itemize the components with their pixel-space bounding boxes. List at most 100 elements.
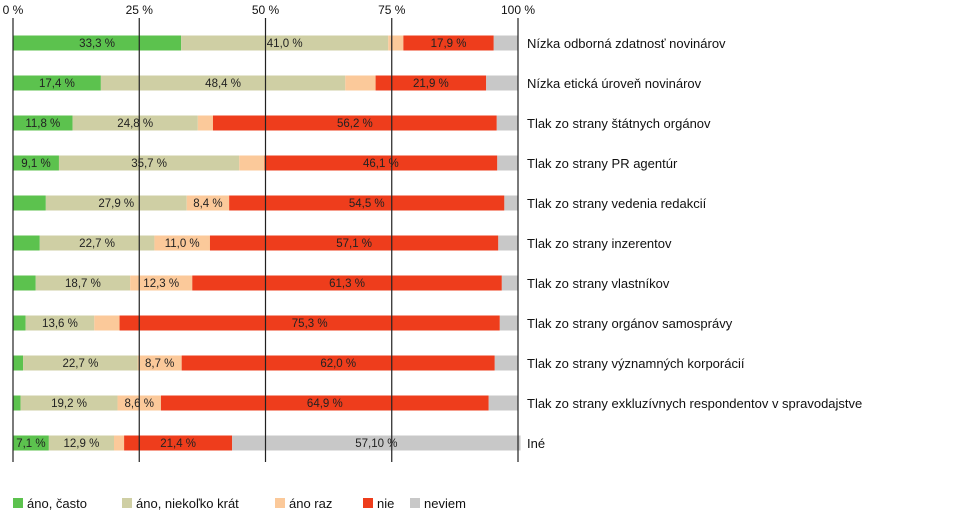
data-label: 41,0 % <box>267 38 303 50</box>
bar-segment <box>13 75 101 91</box>
data-label: 12,9 % <box>64 438 100 450</box>
data-label: 27,9 % <box>98 198 134 210</box>
bar-segment <box>229 195 505 211</box>
bar-segment <box>45 195 187 211</box>
data-label: 9,1 % <box>21 158 50 170</box>
data-label: 21,4 % <box>160 438 196 450</box>
category-label: Tlak zo strany štátnych orgánov <box>527 116 711 131</box>
bar-segment <box>239 155 265 171</box>
data-label: 57,1 % <box>336 238 372 250</box>
data-label: 13,6 % <box>42 318 78 330</box>
data-label: 8,4 % <box>193 198 222 210</box>
bar-segment <box>192 275 502 291</box>
bar-segment <box>23 355 138 371</box>
category-labels: Nízka odborná zdatnosť novinárov Nízka et… <box>527 36 862 451</box>
category-label: Tlak zo strany vlastníkov <box>527 276 670 291</box>
x-tick-label: 75 % <box>378 3 406 17</box>
bar-segment <box>501 275 518 291</box>
data-label: 17,9 % <box>431 38 467 50</box>
data-label: 22,7 % <box>79 238 115 250</box>
bar-segment <box>72 115 198 131</box>
category-label: Tlak zo strany inzerentov <box>527 236 672 251</box>
bar-segment <box>388 35 404 51</box>
data-label: 56,2 % <box>337 118 373 130</box>
bar-segment <box>13 315 26 331</box>
bar-segment <box>13 355 24 371</box>
legend-swatch <box>13 498 23 508</box>
data-label: 24,8 % <box>117 118 153 130</box>
bar-segment <box>375 75 487 91</box>
bar-segment <box>35 275 131 291</box>
bar-segment <box>13 195 46 211</box>
legend-label: neviem <box>424 496 466 511</box>
bar-segment <box>209 235 499 251</box>
bar-segment <box>13 275 36 291</box>
bar-segment <box>264 155 498 171</box>
data-label: 35,7 % <box>131 158 167 170</box>
data-label: 12,3 % <box>143 278 179 290</box>
category-label: Tlak zo strany vedenia redakcií <box>527 196 707 211</box>
x-tick-label: 0 % <box>3 3 24 17</box>
data-label: 17,4 % <box>39 78 75 90</box>
data-label: 61,3 % <box>329 278 365 290</box>
bar-segment <box>493 35 518 51</box>
bar-segment <box>13 115 73 131</box>
category-label: Iné <box>527 436 545 451</box>
category-label: Tlak zo strany exkluzívnych respondentov… <box>527 396 862 411</box>
category-label: Tlak zo strany významných korporácií <box>527 356 745 371</box>
bar-segment <box>486 75 518 91</box>
bar-segment <box>39 235 155 251</box>
bar-segment <box>119 315 500 331</box>
data-label: 18,7 % <box>65 278 101 290</box>
bar-segment <box>13 395 21 411</box>
bar-segment <box>499 315 518 331</box>
bar-segment <box>154 235 210 251</box>
legend-swatch <box>275 498 285 508</box>
bar-segment <box>25 315 95 331</box>
legend-label: áno raz <box>289 496 332 511</box>
bar-segment <box>498 235 518 251</box>
category-label: Nízka odborná zdatnosť novinárov <box>527 36 726 51</box>
data-label: 11,8 % <box>25 118 60 130</box>
bar-segment <box>13 435 49 451</box>
data-label: 46,1 % <box>363 158 399 170</box>
bar-segment <box>20 395 118 411</box>
bar-segment <box>94 315 120 331</box>
category-label: Nízka etická úroveň novinárov <box>527 76 702 91</box>
bars-layer <box>13 35 521 451</box>
data-label: 21,9 % <box>413 78 449 90</box>
bar-segment <box>160 395 489 411</box>
bar-segment <box>212 115 497 131</box>
data-label: 64,9 % <box>307 398 343 410</box>
bar-segment <box>232 435 521 451</box>
bar-segment <box>496 115 518 131</box>
bar-segment <box>186 195 230 211</box>
data-label: 75,3 % <box>292 318 328 330</box>
data-label: 8,6 % <box>125 398 154 410</box>
legend-swatch <box>410 498 420 508</box>
bar-segment <box>488 395 518 411</box>
data-label: 54,5 % <box>349 198 385 210</box>
bar-segment <box>181 355 495 371</box>
data-label: 33,3 % <box>79 38 115 50</box>
bar-segment <box>345 75 376 91</box>
bar-segment <box>137 355 182 371</box>
data-label: 7,1 % <box>16 438 45 450</box>
bar-segment <box>497 155 518 171</box>
bar-segment <box>13 235 40 251</box>
legend-label: áno, niekoľko krát <box>136 496 239 511</box>
data-label: 57,10 % <box>355 438 397 450</box>
bar-segment <box>197 115 213 131</box>
bar-segment <box>13 155 59 171</box>
gridlines <box>12 18 519 462</box>
x-axis-ticks: 0 % 25 % 50 % 75 % 100 % <box>3 3 536 17</box>
x-tick-label: 50 % <box>252 3 280 17</box>
data-label: 22,7 % <box>63 358 99 370</box>
x-tick-label: 100 % <box>501 3 535 17</box>
category-label: Tlak zo strany PR agentúr <box>527 156 678 171</box>
bar-segment <box>48 435 115 451</box>
bar-segment <box>100 75 346 91</box>
bar-segment <box>504 195 518 211</box>
legend-swatch <box>363 498 373 508</box>
